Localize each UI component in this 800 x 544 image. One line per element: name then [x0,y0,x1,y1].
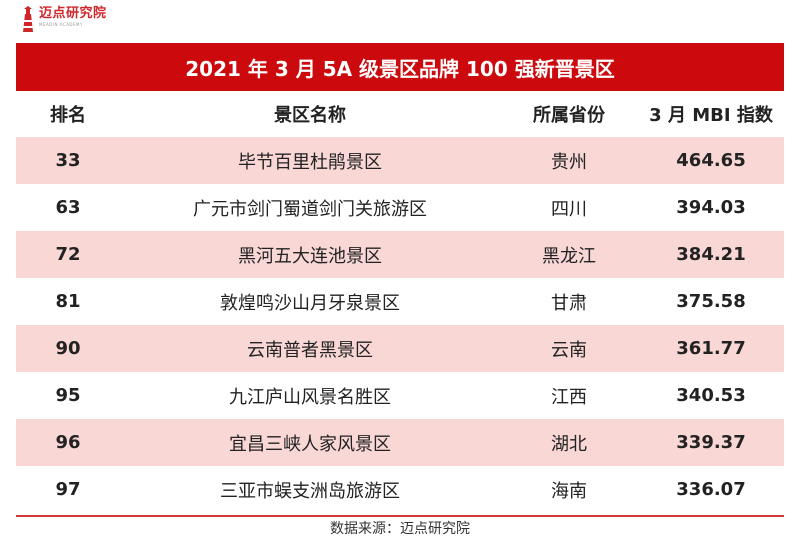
table-header-row: 排名 景区名称 所属省份 3 月 MBI 指数 [16,91,784,137]
rank-cell: 63 [55,197,81,218]
mbi-cell: 361.77 [676,338,746,359]
rank-cell: 33 [55,150,81,171]
scenic-name-cell: 九江庐山风景名胜区 [229,386,391,408]
mbi-cell: 339.37 [676,432,746,453]
lighthouse-icon [23,6,33,32]
scenic-name-cell: 云南普者黑景区 [247,339,373,361]
table-row: 81 敦煌鸣沙山月牙泉景区 甘肃 375.58 [16,278,784,325]
province-cell: 贵州 [551,151,587,173]
ranking-table: 排名 景区名称 所属省份 3 月 MBI 指数 33 毕节百里杜鹃景区 贵州 464.… [16,91,784,513]
scenic-name-cell: 宜昌三峡人家风景区 [229,433,391,455]
mbi-cell: 375.58 [676,291,746,312]
scenic-name-cell: 三亚市蜈支洲岛旅游区 [220,480,400,502]
province-cell: 云南 [551,339,587,361]
table-row: 95 九江庐山风景名胜区 江西 340.53 [16,372,784,419]
province-cell: 四川 [551,198,587,220]
table-body: 33 毕节百里杜鹃景区 贵州 464.65 63 广元市剑门蜀道剑门关旅游区 四川 394.0… [16,137,784,513]
table-row: 96 宜昌三峡人家风景区 湖北 339.37 [16,419,784,466]
mbi-cell: 384.21 [676,244,746,265]
mbi-cell: 464.65 [676,150,746,171]
header-scenic-name: 景区名称 [274,105,346,126]
province-cell: 海南 [551,480,587,502]
table-row: 97 三亚市蜈支洲岛旅游区 海南 336.07 [16,466,784,513]
header-mbi: 3 月 MBI 指数 [649,105,773,126]
footer-divider [16,515,784,517]
rank-cell: 72 [55,244,81,265]
logo-subtitle: MEADIN ACADEMY [39,22,83,27]
rank-cell: 97 [55,479,81,500]
province-cell: 江西 [551,386,587,408]
table-title: 2021 年 3 月 5A 级景区品牌 100 强新晋景区 [16,43,784,91]
mbi-cell: 336.07 [676,479,746,500]
scenic-name-cell: 敦煌鸣沙山月牙泉景区 [220,292,400,314]
table-row: 72 黑河五大连池景区 黑龙江 384.21 [16,231,784,278]
rank-cell: 95 [55,385,81,406]
header-rank: 排名 [50,105,86,126]
header-province: 所属省份 [533,105,605,126]
rank-cell: 96 [55,432,81,453]
scenic-name-cell: 黑河五大连池景区 [238,245,382,267]
mbi-cell: 340.53 [676,385,746,406]
rank-cell: 90 [55,338,81,359]
brand-logo: 迈点研究院 MEADIN ACADEMY [20,6,107,34]
scenic-name-cell: 广元市剑门蜀道剑门关旅游区 [193,198,427,220]
logo-name: 迈点研究院 [39,6,107,21]
rank-cell: 81 [55,291,81,312]
table-row: 63 广元市剑门蜀道剑门关旅游区 四川 394.03 [16,184,784,231]
table-row: 90 云南普者黑景区 云南 361.77 [16,325,784,372]
table-row: 33 毕节百里杜鹃景区 贵州 464.65 [16,137,784,184]
province-cell: 黑龙江 [542,245,596,267]
scenic-name-cell: 毕节百里杜鹃景区 [238,151,382,173]
province-cell: 甘肃 [551,292,587,314]
province-cell: 湖北 [551,433,587,455]
data-source: 数据来源：迈点研究院 [330,521,470,537]
mbi-cell: 394.03 [676,197,746,218]
